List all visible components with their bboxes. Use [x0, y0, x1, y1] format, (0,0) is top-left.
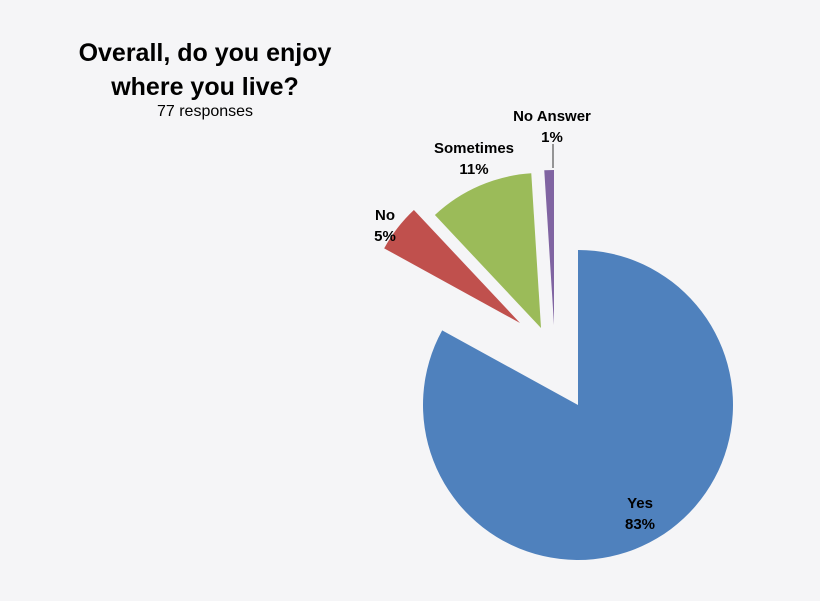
pie-slice-no: [384, 210, 520, 323]
slice-label-no-answer: No Answer: [513, 108, 591, 125]
chart-title: Overall, do you enjoy where you live?: [78, 39, 332, 101]
pie-slice-sometimes: [434, 173, 541, 328]
slice-label-sometimes: Sometimes: [434, 140, 514, 157]
slice-percent-sometimes: 11%: [459, 161, 488, 178]
slice-percent-no: 5%: [374, 228, 396, 245]
chart-subtitle: 77 responses: [156, 103, 254, 120]
slice-label-no: No: [375, 207, 395, 224]
slice-percent-yes: 83%: [625, 516, 655, 533]
slice-percent-no-answer: 1%: [541, 129, 563, 146]
pie-slice-no-answer: [544, 170, 554, 325]
pie-slice-yes: [422, 250, 733, 560]
slice-label-yes: Yes: [627, 495, 653, 512]
